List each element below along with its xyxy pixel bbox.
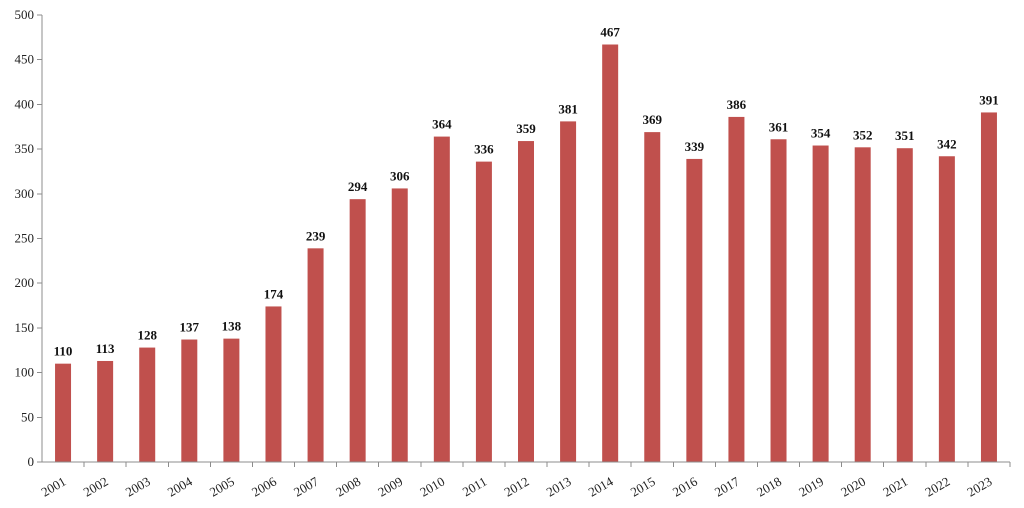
bar-2006 (265, 306, 282, 462)
data-label-2018: 361 (769, 119, 789, 134)
data-label-2013: 381 (558, 101, 578, 116)
y-tick-label: 500 (15, 7, 35, 22)
data-label-2006: 174 (264, 286, 284, 301)
data-label-2001: 110 (54, 344, 73, 359)
bar-2008 (349, 199, 366, 462)
bar-2013 (560, 121, 577, 463)
bar-2023 (980, 112, 997, 463)
data-label-2014: 467 (600, 25, 620, 40)
x-tick-label-2009: 2009 (375, 474, 405, 500)
x-tick-label-2008: 2008 (333, 474, 363, 500)
data-label-2004: 137 (180, 320, 200, 335)
x-tick-label-2014: 2014 (586, 473, 616, 499)
x-tick-label-2002: 2002 (81, 474, 111, 500)
data-label-2008: 294 (348, 179, 368, 194)
x-tick-label-2012: 2012 (501, 474, 531, 500)
data-label-2023: 391 (979, 92, 999, 107)
x-tick-label-2013: 2013 (544, 474, 574, 500)
x-tick-label-2001: 2001 (39, 474, 69, 500)
x-tick-label-2018: 2018 (754, 474, 784, 500)
y-tick-label: 300 (15, 186, 35, 201)
data-label-2003: 128 (137, 328, 157, 343)
data-label-2002: 113 (96, 341, 115, 356)
y-tick-label: 150 (15, 320, 35, 335)
y-tick-label: 0 (28, 454, 35, 469)
bar-2012 (518, 141, 534, 462)
x-tick-label-2021: 2021 (880, 474, 910, 500)
bar-2022 (938, 156, 955, 462)
x-tick-label-2004: 2004 (165, 473, 195, 499)
y-tick-label: 100 (15, 365, 35, 380)
data-label-2021: 351 (895, 128, 915, 143)
data-label-2016: 339 (685, 139, 705, 154)
bars (55, 44, 997, 463)
x-axis-ticks: 2001 2002 2003 2004 2005 2006 2007 2008 2009 2010… (39, 462, 1011, 500)
y-axis-ticks: 0 50 100 150 200 250 300 350 400 450 500 (15, 7, 42, 469)
bar-2004 (181, 339, 198, 462)
y-tick-label: 200 (15, 275, 35, 290)
y-tick-label: 400 (15, 96, 35, 111)
x-tick-label-2003: 2003 (123, 474, 153, 500)
y-tick-label: 250 (15, 231, 35, 246)
bar-2003 (139, 347, 156, 462)
bar-2015 (644, 132, 661, 462)
x-tick-label-2022: 2022 (922, 474, 952, 500)
bar-2020 (854, 147, 871, 462)
data-label-2015: 369 (643, 112, 663, 127)
data-label-2017: 386 (727, 97, 747, 112)
data-label-2019: 354 (811, 126, 831, 141)
bar-2016 (686, 158, 703, 462)
bar-2005 (223, 338, 240, 462)
x-tick-label-2007: 2007 (291, 473, 321, 499)
bar-2009 (391, 188, 408, 462)
bar-2014 (602, 44, 619, 462)
x-tick-label-2010: 2010 (417, 474, 447, 500)
data-label-2022: 342 (937, 136, 957, 151)
data-labels: 110 113 128 137 138 174 239 294 306 364 336 359 381 4… (54, 25, 999, 359)
bar-2017 (728, 116, 745, 462)
data-label-2010: 364 (432, 117, 452, 132)
x-tick-label-2011: 2011 (460, 474, 490, 500)
x-tick-label-2023: 2023 (964, 474, 994, 500)
bar-2007 (307, 248, 324, 462)
bar-2001 (55, 363, 72, 462)
x-tick-label-2016: 2016 (670, 473, 700, 499)
y-tick-label: 350 (15, 141, 35, 156)
bar-2021 (896, 148, 913, 462)
bar-2002 (97, 360, 114, 462)
bar-2018 (770, 139, 787, 463)
x-tick-label-2019: 2019 (796, 474, 826, 500)
x-tick-label-2005: 2005 (207, 474, 237, 500)
data-label-2009: 306 (390, 168, 410, 183)
x-tick-label-2015: 2015 (628, 474, 658, 500)
x-tick-label-2017: 2017 (712, 473, 742, 499)
data-label-2011: 336 (474, 142, 494, 157)
bar-2011 (475, 161, 492, 462)
bar-2019 (812, 145, 829, 463)
x-tick-label-2020: 2020 (838, 474, 868, 500)
y-tick-label: 450 (15, 52, 35, 67)
x-tick-label-2006: 2006 (249, 473, 279, 499)
bar-2010 (433, 136, 450, 463)
data-label-2020: 352 (853, 127, 873, 142)
y-tick-label: 50 (21, 409, 34, 424)
data-label-2005: 138 (222, 319, 242, 334)
data-label-2012: 359 (516, 121, 536, 136)
data-label-2007: 239 (306, 228, 326, 243)
